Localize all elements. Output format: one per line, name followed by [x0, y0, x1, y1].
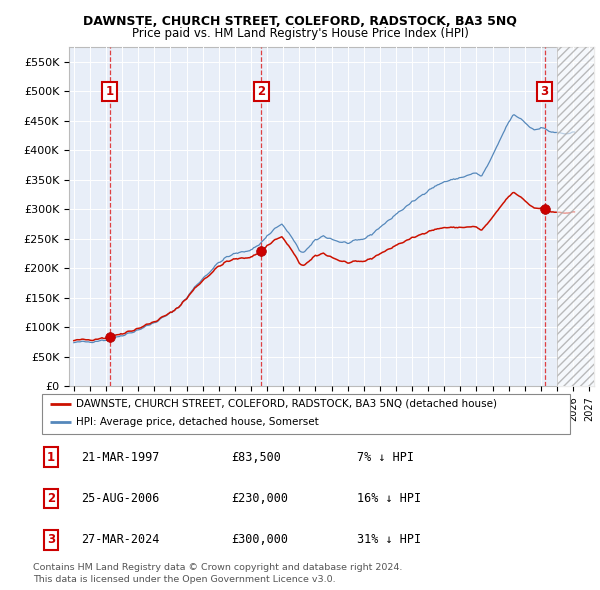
Text: Contains HM Land Registry data © Crown copyright and database right 2024.: Contains HM Land Registry data © Crown c…	[33, 563, 403, 572]
Text: This data is licensed under the Open Government Licence v3.0.: This data is licensed under the Open Gov…	[33, 575, 335, 584]
Text: 1: 1	[106, 85, 113, 98]
Text: 27-MAR-2024: 27-MAR-2024	[81, 533, 160, 546]
Text: DAWNSTE, CHURCH STREET, COLEFORD, RADSTOCK, BA3 5NQ (detached house): DAWNSTE, CHURCH STREET, COLEFORD, RADSTO…	[76, 399, 497, 408]
Text: DAWNSTE, CHURCH STREET, COLEFORD, RADSTOCK, BA3 5NQ: DAWNSTE, CHURCH STREET, COLEFORD, RADSTO…	[83, 15, 517, 28]
Text: 2: 2	[257, 85, 266, 98]
Text: 2: 2	[47, 492, 55, 505]
Text: 25-AUG-2006: 25-AUG-2006	[81, 492, 160, 505]
Text: 3: 3	[47, 533, 55, 546]
Text: 16% ↓ HPI: 16% ↓ HPI	[357, 492, 421, 505]
Text: £230,000: £230,000	[231, 492, 288, 505]
Text: 3: 3	[541, 85, 549, 98]
Text: 31% ↓ HPI: 31% ↓ HPI	[357, 533, 421, 546]
Text: 7% ↓ HPI: 7% ↓ HPI	[357, 451, 414, 464]
FancyBboxPatch shape	[42, 394, 570, 434]
Text: 1: 1	[47, 451, 55, 464]
Text: £300,000: £300,000	[231, 533, 288, 546]
Text: HPI: Average price, detached house, Somerset: HPI: Average price, detached house, Some…	[76, 417, 319, 427]
Text: Price paid vs. HM Land Registry's House Price Index (HPI): Price paid vs. HM Land Registry's House …	[131, 27, 469, 40]
Text: £83,500: £83,500	[231, 451, 281, 464]
Text: 21-MAR-1997: 21-MAR-1997	[81, 451, 160, 464]
